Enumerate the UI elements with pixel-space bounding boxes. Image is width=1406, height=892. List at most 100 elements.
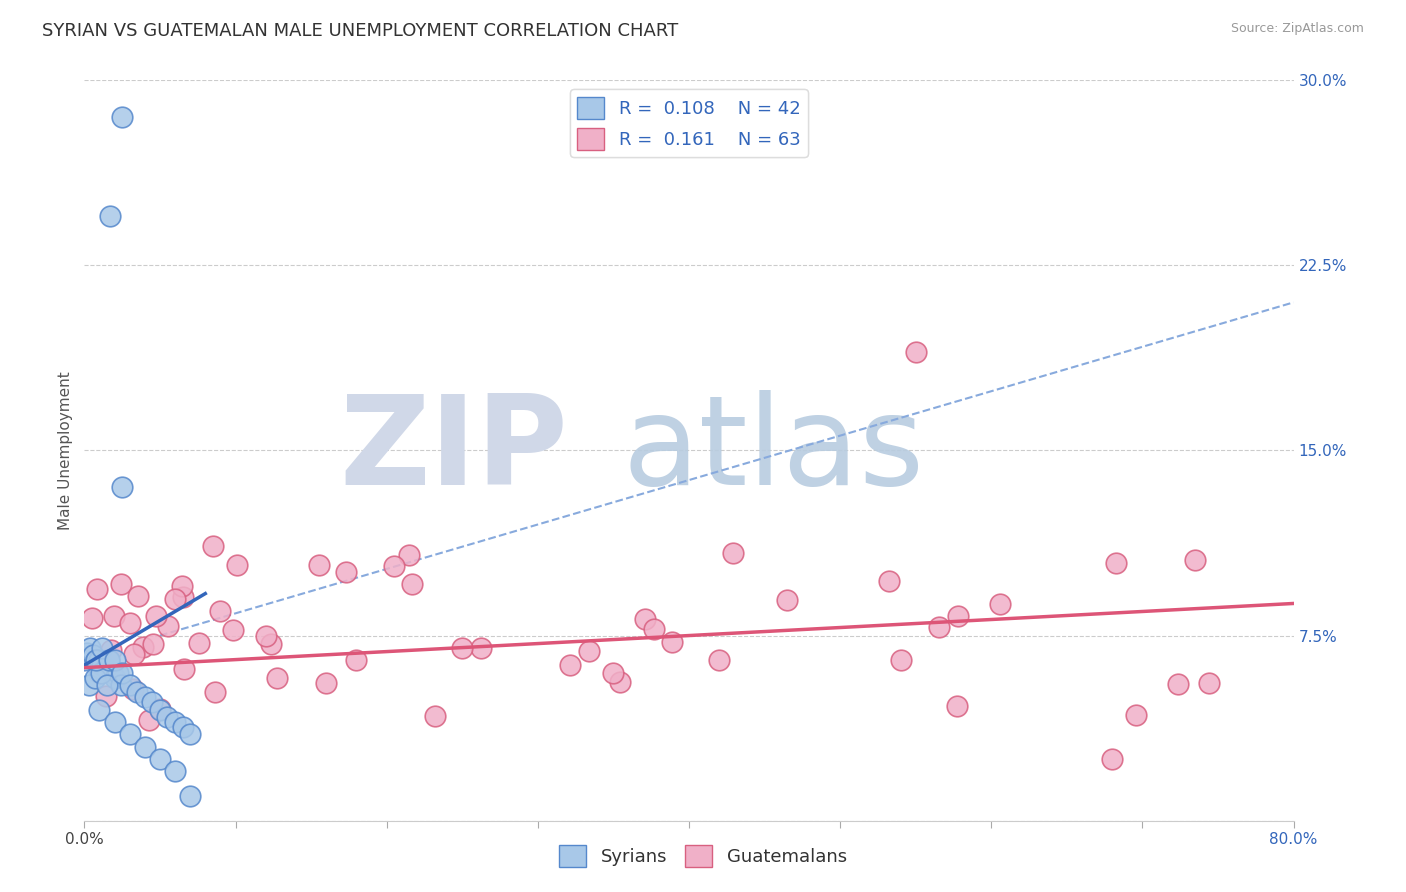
Point (145, 609, 167, 624)
Point (94, 689, 117, 703)
Point (86, 582, 108, 597)
Point (104, 653, 127, 667)
Point (156, 710, 179, 724)
Point (84, 671, 107, 685)
Point (179, 789, 201, 803)
Point (89, 665, 111, 680)
Point (122, 647, 145, 661)
Point (97, 653, 120, 667)
Point (470, 640, 492, 655)
Point (609, 675, 631, 690)
Point (149, 701, 172, 715)
Point (73, 653, 96, 667)
Point (96, 678, 118, 692)
Point (165, 764, 187, 779)
Point (91, 658, 114, 673)
Point (156, 619, 179, 633)
Point (103, 608, 125, 623)
Point (188, 636, 211, 650)
Point (165, 591, 187, 606)
Point (134, 739, 156, 754)
Point (904, 344, 927, 359)
Point (602, 665, 624, 680)
Point (209, 604, 232, 618)
Point (266, 671, 288, 685)
Point (398, 548, 420, 562)
Point (335, 566, 357, 580)
Point (110, 678, 132, 692)
Point (315, 675, 337, 690)
Point (76, 646, 98, 660)
Point (775, 593, 797, 607)
Point (1105, 556, 1128, 570)
Point (890, 653, 912, 667)
Text: ZIP: ZIP (339, 390, 568, 511)
Point (90, 665, 112, 680)
Point (118, 616, 141, 631)
Point (578, 644, 600, 658)
Point (202, 539, 225, 553)
Point (94, 660, 117, 674)
Point (260, 637, 283, 651)
Point (98, 209, 121, 223)
Point (149, 703, 172, 717)
Point (382, 558, 405, 573)
Point (100, 643, 122, 657)
Point (107, 665, 129, 680)
Point (308, 558, 330, 573)
Point (179, 727, 201, 741)
Point (221, 624, 243, 638)
Legend: Syrians, Guatemalans: Syrians, Guatemalans (553, 838, 853, 874)
Point (661, 635, 683, 649)
Point (79, 640, 101, 655)
Text: SYRIAN VS GUATEMALAN MALE UNEMPLOYMENT CORRELATION CHART: SYRIAN VS GUATEMALAN MALE UNEMPLOYMENT C… (42, 22, 679, 40)
Point (86, 653, 108, 667)
Point (149, 752, 172, 766)
Point (346, 653, 368, 667)
Point (451, 640, 474, 655)
Point (127, 589, 149, 603)
Point (1101, 752, 1123, 766)
Point (928, 620, 950, 634)
Point (134, 690, 156, 705)
Point (721, 546, 744, 560)
Point (1167, 677, 1189, 691)
Point (142, 637, 165, 651)
Point (131, 640, 153, 654)
Point (709, 653, 731, 667)
Point (1198, 676, 1220, 690)
Text: atlas: atlas (623, 390, 925, 511)
Point (643, 623, 665, 637)
Point (111, 111, 134, 125)
Point (165, 714, 187, 729)
Point (111, 665, 134, 680)
Point (111, 480, 134, 494)
Point (173, 661, 195, 675)
Point (946, 609, 969, 624)
Point (141, 695, 163, 709)
Point (89, 703, 111, 717)
Point (423, 709, 446, 723)
Text: Source: ZipAtlas.com: Source: ZipAtlas.com (1230, 22, 1364, 36)
Point (100, 665, 122, 680)
Point (97, 653, 120, 667)
Point (104, 714, 127, 729)
Point (77, 678, 100, 692)
Point (560, 658, 582, 673)
Point (122, 681, 145, 696)
Point (172, 720, 194, 734)
Point (82, 648, 104, 663)
Point (127, 685, 149, 699)
Point (82, 611, 104, 625)
Point (1184, 553, 1206, 567)
Point (1125, 708, 1147, 723)
Point (877, 574, 900, 588)
Point (110, 577, 132, 591)
Point (86, 653, 108, 667)
Legend: R =  0.108    N = 42, R =  0.161    N = 63: R = 0.108 N = 42, R = 0.161 N = 63 (569, 89, 808, 157)
Point (104, 671, 127, 685)
Point (138, 714, 160, 728)
Y-axis label: Male Unemployment: Male Unemployment (58, 371, 73, 530)
Point (89, 653, 111, 667)
Point (254, 628, 277, 642)
